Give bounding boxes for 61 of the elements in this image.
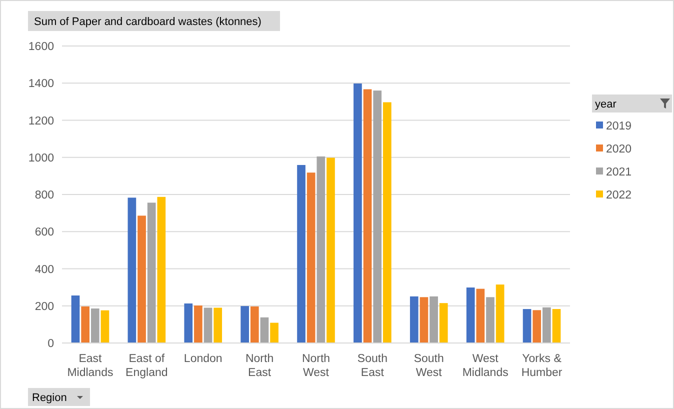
bar [157,196,166,343]
x-tick-label: East Midlands [67,353,114,379]
x-tick-label: London [184,353,222,365]
x-tick-label: East of England [126,353,168,379]
bar [486,297,494,343]
bar [297,164,306,343]
legend-title: year [595,98,617,110]
y-tick-label: 1200 [28,115,54,128]
x-tick-label: Yorks & Humber [521,353,562,379]
legend-label: 2022 [606,190,632,202]
bar [430,296,438,343]
bar [260,317,269,343]
bar [363,89,372,343]
bar [81,306,90,343]
legend-label: 2020 [606,144,632,156]
x-tick-label: South West [414,353,444,379]
bar [270,322,278,343]
bar [522,309,532,343]
bar [532,310,542,343]
bar [476,288,485,343]
bar [204,308,212,343]
bar [71,295,80,343]
bar [316,156,326,343]
bar [542,307,551,343]
bar [128,198,136,343]
y-tick-label: 1600 [28,41,54,53]
bar [439,303,448,343]
bar [194,306,202,343]
bar [466,288,475,343]
legend-label: 2019 [606,120,632,132]
bar [420,297,428,343]
bar [383,102,392,343]
x-tick-label: South East [357,353,388,379]
chart-title: Sum of Paper and cardboard wastes (ktonnes) [34,16,262,28]
x-tick-label: North West [302,353,330,379]
bar [552,309,561,343]
bar [90,308,100,343]
y-tick-label: 400 [34,264,54,276]
bar [410,296,418,343]
bar [214,308,222,343]
bar [100,310,110,343]
bar [240,306,249,343]
bar [326,158,335,343]
bar [184,303,193,343]
y-tick-label: 200 [34,300,54,313]
x-tick-label: West Midlands [462,353,509,379]
bar [147,202,156,343]
y-tick-label: 1000 [28,152,54,164]
y-tick-label: 0 [48,338,54,350]
bar [496,284,504,343]
legend-label: 2021 [606,166,632,178]
bar [354,83,362,343]
bar [306,172,316,343]
y-tick-label: 600 [34,226,54,239]
x-axis-title: Region [32,392,67,404]
bar [138,216,146,343]
bar [250,306,259,343]
bar [373,90,382,343]
y-tick-label: 800 [34,190,54,202]
x-tick-label: North East [245,353,274,379]
y-tick-label: 1400 [28,78,54,90]
